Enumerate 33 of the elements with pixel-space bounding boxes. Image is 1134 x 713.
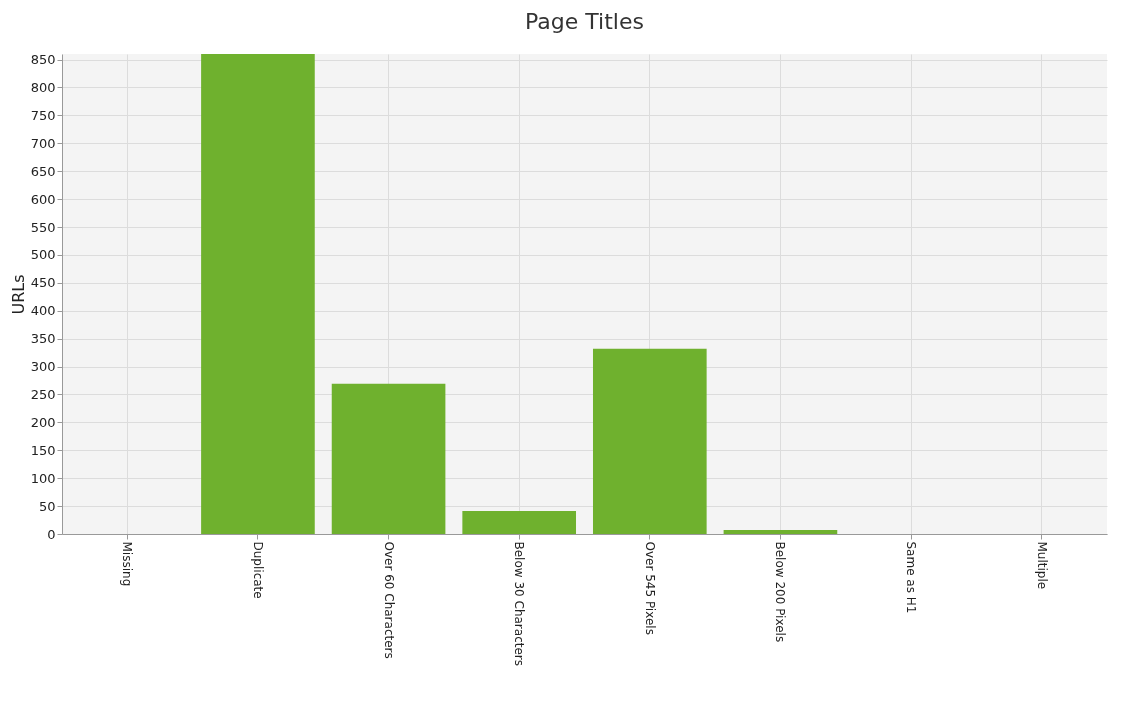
bar	[462, 511, 577, 534]
y-tick-label: 200	[30, 414, 56, 430]
y-tick-label: 700	[30, 135, 56, 151]
y-tick-label: 250	[30, 386, 56, 402]
y-tick-label: 550	[30, 219, 56, 235]
x-tick-label: Same as H1	[904, 541, 919, 614]
y-tick-label: 650	[30, 163, 56, 179]
bar	[723, 530, 838, 534]
y-tick-label: 600	[30, 191, 56, 207]
x-tick-label: Over 545 Pixels	[642, 541, 657, 635]
bar	[331, 383, 446, 534]
x-tick-label: Multiple	[1034, 541, 1049, 590]
y-tick-label: 750	[30, 107, 56, 123]
x-tick-label: Over 60 Characters	[381, 541, 396, 659]
y-axis-title: URLs	[8, 274, 28, 315]
x-tick-label: Below 30 Characters	[512, 541, 527, 666]
bar	[592, 348, 707, 534]
x-tick-label: Duplicate	[250, 541, 265, 599]
y-tick-label: 500	[30, 247, 56, 263]
y-tick-label: 350	[30, 331, 56, 347]
y-tick-label: 300	[30, 359, 56, 375]
y-tick-label: 800	[30, 79, 56, 95]
y-tick-label: 0	[47, 526, 56, 542]
y-tick-label: 450	[30, 275, 56, 291]
y-tick-label: 50	[38, 498, 56, 514]
y-tick-label: 150	[30, 442, 56, 458]
x-tick-label: Below 200 Pixels	[773, 541, 788, 643]
bar	[201, 54, 315, 534]
y-tick-label: 400	[30, 303, 56, 319]
y-tick-label: 850	[30, 52, 56, 68]
chart-title: Page Titles	[525, 8, 644, 34]
y-tick-label: 100	[30, 470, 56, 486]
x-tick-label: Missing	[120, 541, 135, 587]
